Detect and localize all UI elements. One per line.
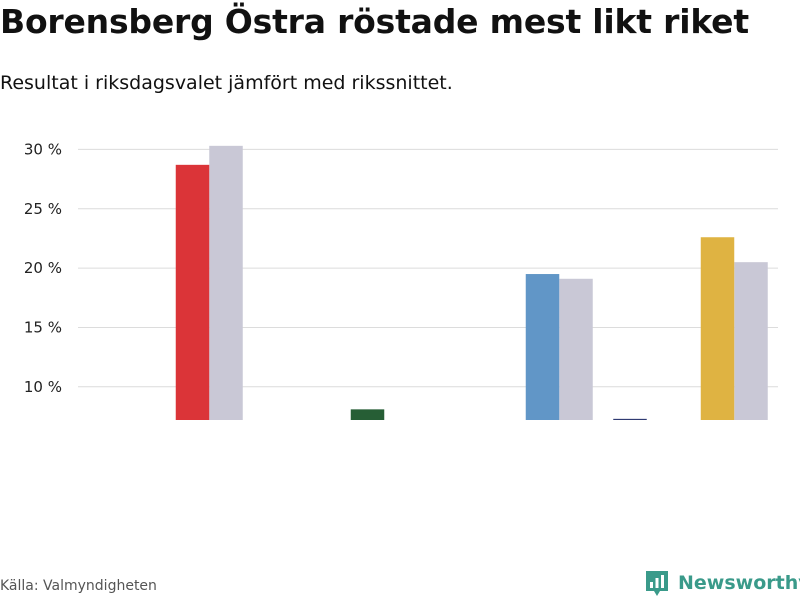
bars [175, 145, 768, 420]
bar-local-sd [700, 237, 735, 420]
brand-name: Newsworthy [678, 572, 800, 594]
source-note: Källa: Valmyndigheten [0, 578, 157, 594]
y-tick-label: 30 % [24, 140, 62, 158]
y-tick-label: 25 % [24, 200, 62, 218]
bar-riket-s [209, 145, 243, 420]
bar-chart: 0 %5 %10 %15 %20 %25 %30 %VSMPCLMKDSD [24, 140, 778, 420]
bar-local-m [525, 274, 560, 420]
bar-riket-sd [734, 262, 768, 420]
newsworthy-logo-icon [646, 571, 668, 596]
chart-subtitle: Resultat i riksdagsvalet jämfört med rik… [0, 72, 453, 94]
bar-riket-m [559, 278, 593, 420]
y-tick-label: 20 % [24, 259, 62, 277]
bar-local-s [175, 164, 210, 420]
bar-local-c [350, 409, 385, 420]
chart-title: Borensberg Östra röstade mest likt riket [0, 2, 749, 41]
newsworthy-brand: Newsworthy [644, 568, 800, 598]
axes: 0 %5 %10 %15 %20 %25 %30 %VSMPCLMKDSD [24, 140, 62, 396]
y-tick-label: 10 % [24, 378, 62, 396]
y-tick-label: 15 % [24, 318, 62, 336]
bar-local-kd [613, 418, 647, 420]
